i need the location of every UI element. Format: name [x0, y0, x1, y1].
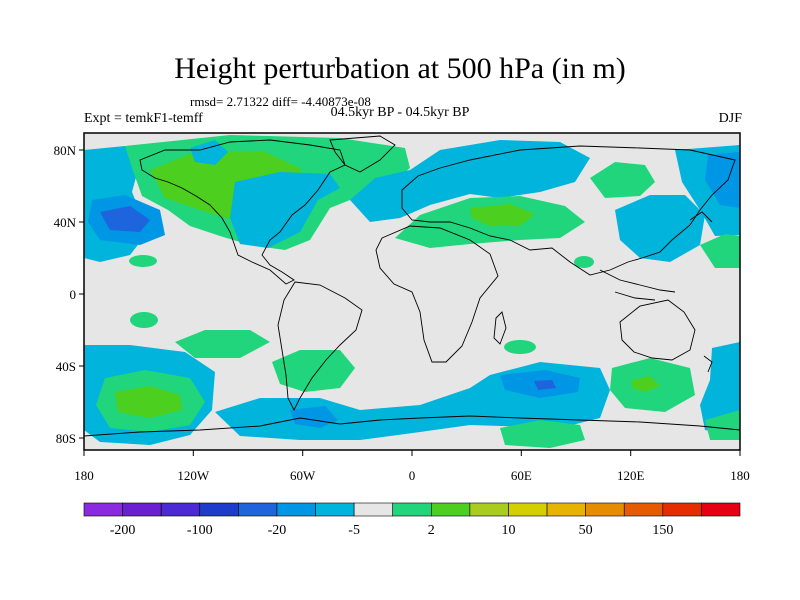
coastline-islands [599, 211, 713, 373]
coastline-australia [619, 299, 696, 361]
coastlines [84, 135, 740, 437]
anomaly-region-alaska-negative [190, 140, 228, 165]
colorbar-swatch [662, 502, 702, 517]
anomaly-region-subtropical-positive [175, 330, 270, 358]
anomaly-region-southeast-positive [705, 410, 740, 440]
colorbar-swatch [160, 502, 201, 517]
coastline-antarctica [84, 415, 740, 437]
anomaly-region-atlantic-negative [230, 172, 340, 248]
colorbar-swatch [469, 502, 509, 517]
experiment-label: Expt = temkF1-temff [84, 111, 203, 126]
map-title: Height perturbation at 500 hPa (in m) [174, 52, 626, 85]
colorbar-label: 10 [501, 523, 515, 538]
anomaly-region-indian-ocean-core [632, 376, 660, 392]
anomaly-region-north-atlantic-negative [350, 140, 590, 222]
coastline-eurasia [401, 145, 736, 276]
colorbar-swatch [122, 502, 162, 517]
anomaly-region-southern-ocean-center [534, 380, 556, 390]
stats-text: rmsd= 2.71322 diff= -4.40873e-08 [190, 94, 371, 109]
longitude-tick-label: 60E [511, 468, 532, 483]
anomaly-region-southern-positive [500, 420, 585, 448]
anomaly-region-far-east-core [705, 152, 740, 208]
colorbar-label: 50 [579, 523, 593, 538]
anomaly-region-europe-core [470, 204, 535, 226]
colorbar-swatch [315, 502, 355, 517]
latitude-tick-label: 40S [56, 359, 76, 374]
period-text: 04.5kyr BP - 04.5kyr BP [330, 105, 470, 120]
colorbar-swatch [623, 502, 664, 517]
anomaly-region-south-pacific-core [115, 386, 182, 418]
anomaly-region-northwest-pacific-negative [615, 195, 705, 262]
colorbar-swatch [701, 502, 741, 517]
colorbar-label: -5 [348, 523, 360, 538]
anomaly-region-small-positive [574, 256, 594, 268]
coastline-north-america [139, 139, 346, 285]
anomaly-region-north-pacific-center [100, 206, 150, 232]
colorbar: -200 -100 -20 -5 2 10 50 150 [83, 502, 741, 538]
season-label: DJF [718, 111, 742, 126]
longitude-tick-label: 0 [409, 468, 416, 483]
coastline-greenland [329, 135, 396, 173]
colorbar-label: -200 [110, 523, 136, 538]
colorbar-swatch [392, 502, 432, 517]
colorbar-swatch [430, 502, 471, 517]
longitude-tick-label: 60W [290, 468, 316, 483]
colorbar-swatch [276, 502, 316, 517]
anomaly-region-siberia-positive [590, 162, 655, 198]
latitude-tick-label: 80N [54, 143, 77, 158]
colorbar-label: 2 [428, 523, 435, 538]
colorbar-swatch [546, 502, 586, 517]
longitude-tick-label: 180 [74, 468, 94, 483]
anomaly-region-south-america-positive [272, 350, 355, 392]
colorbar-swatch [199, 502, 239, 517]
anomaly-field [84, 135, 740, 448]
longitude-axis: 180 120W 60W 0 60E 120E 180 [74, 450, 750, 483]
colorbar-swatch [83, 502, 123, 517]
anomaly-region-small-positive [129, 255, 157, 267]
longitude-tick-label: 120E [617, 468, 645, 483]
longitude-tick-label: 180 [730, 468, 750, 483]
coastline-south-america [277, 281, 363, 412]
anomaly-region-small-positive [504, 340, 536, 354]
anomaly-region-small-positive [130, 312, 158, 328]
colorbar-swatch [238, 502, 278, 517]
latitude-tick-label: 80S [56, 431, 76, 446]
colorbar-swatch [585, 502, 625, 517]
colorbar-label: -20 [268, 523, 287, 538]
anomaly-region-southern-ocean-core [290, 406, 338, 428]
latitude-axis: 80N 40N 0 40S 80S [54, 143, 84, 446]
colorbar-label: 150 [652, 523, 673, 538]
anomaly-region-west-pacific-positive [700, 234, 740, 268]
latitude-tick-label: 40N [54, 215, 77, 230]
longitude-tick-label: 120W [177, 468, 210, 483]
coastline-madagascar [493, 311, 507, 345]
latitude-tick-label: 0 [70, 287, 77, 302]
colorbar-swatch [508, 502, 548, 517]
colorbar-label: -100 [187, 523, 213, 538]
coastline-africa [375, 225, 499, 363]
colorbar-swatch [353, 502, 394, 517]
